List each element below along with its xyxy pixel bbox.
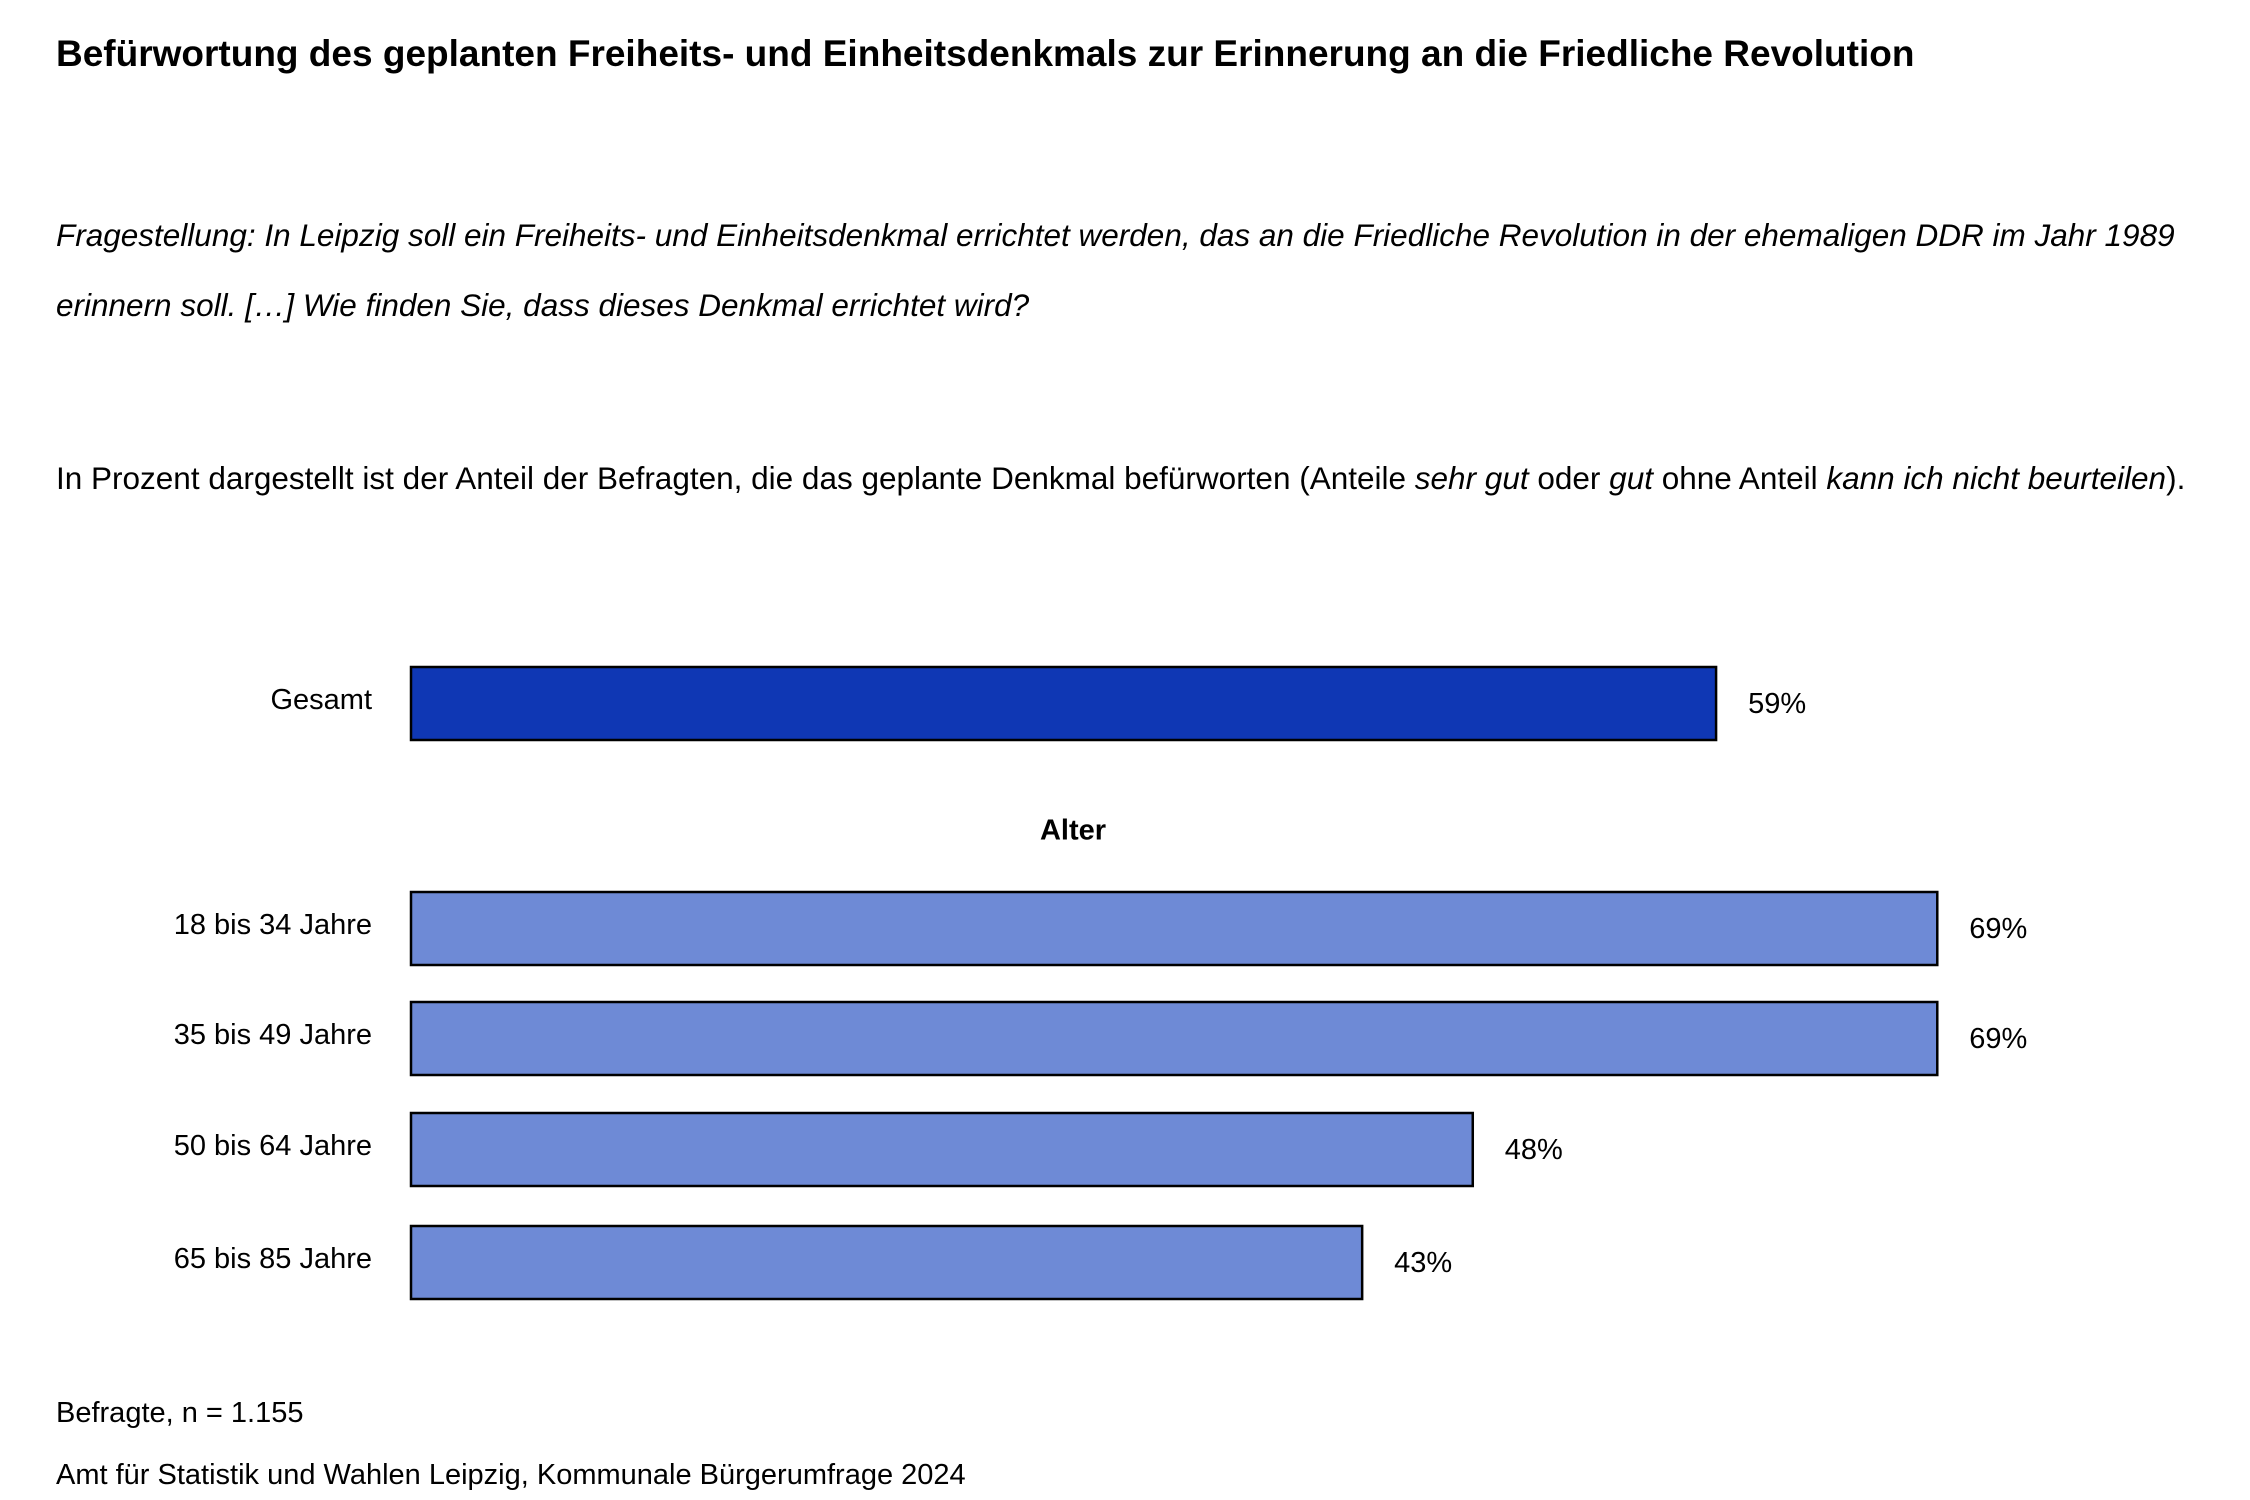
footnote: Amt für Statistik und Wahlen Leipzig, Ko…	[56, 1459, 966, 1491]
value-label: 43%	[1394, 1247, 1452, 1279]
note-text: ohne Anteil	[1652, 460, 1827, 496]
bar	[409, 890, 1939, 967]
note-text: gut	[1609, 460, 1653, 496]
value-label: 59%	[1748, 688, 1806, 720]
value-label: 69%	[1969, 913, 2027, 945]
category-label: 18 bis 34 Jahre	[174, 909, 372, 941]
bar	[409, 1000, 1939, 1077]
group-label: Alter	[1040, 815, 1106, 847]
category-label: 35 bis 49 Jahre	[174, 1019, 372, 1051]
note-text: oder	[1528, 460, 1610, 496]
bar	[409, 665, 1718, 742]
subtitle: Fragestellung: In Leipzig soll ein Freih…	[56, 217, 2175, 323]
category-label: Gesamt	[270, 684, 372, 716]
footnote: Befragte, n = 1.155	[56, 1397, 304, 1429]
note-text: kann ich nicht beurteilen	[1826, 460, 2167, 496]
note-text: ).	[2166, 460, 2186, 496]
bar	[409, 1111, 1475, 1188]
chart-title: Befürwortung des geplanten Freiheits- un…	[56, 33, 1915, 74]
note: In Prozent dargestellt ist der Anteil de…	[56, 442, 2246, 514]
value-label: 69%	[1969, 1023, 2027, 1055]
category-label: 50 bis 64 Jahre	[174, 1130, 372, 1162]
bar	[409, 1224, 1364, 1301]
note-text: sehr gut	[1414, 460, 1529, 496]
note-text: In Prozent dargestellt ist der Anteil de…	[56, 460, 1415, 496]
category-label: 65 bis 85 Jahre	[174, 1243, 372, 1275]
value-label: 48%	[1505, 1134, 1563, 1166]
